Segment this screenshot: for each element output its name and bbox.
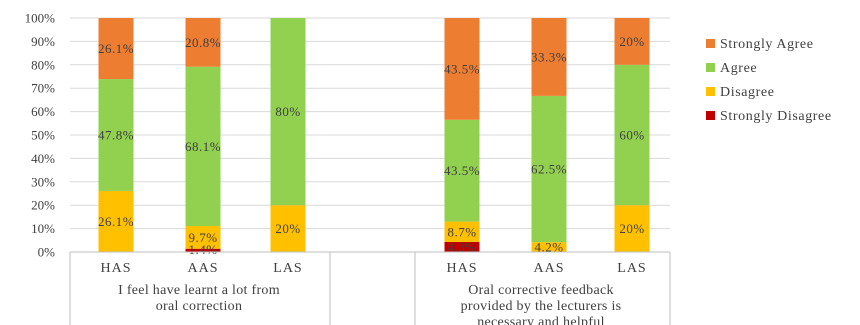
- bar-segment: [270, 18, 306, 206]
- data-label: 26.1%: [98, 41, 134, 56]
- data-label: 26.1%: [98, 214, 134, 229]
- bar-segment: [531, 242, 567, 252]
- data-label: 1.4%: [188, 242, 217, 257]
- data-label: 43.5%: [444, 61, 480, 76]
- bar-segment: [270, 205, 306, 252]
- data-label: 47.8%: [98, 128, 134, 143]
- data-label: 20%: [619, 34, 644, 49]
- legend-swatch: [706, 111, 715, 120]
- legend-label: Agree: [720, 61, 757, 76]
- data-label: 33.3%: [531, 49, 567, 64]
- bar-segment: [185, 248, 221, 252]
- bar-segment: [98, 79, 134, 191]
- category-label: AAS: [187, 261, 218, 276]
- data-label: 43.5%: [444, 163, 480, 178]
- data-label: 8.7%: [447, 224, 476, 239]
- group-label: necessary and helpful: [477, 315, 605, 325]
- y-tick-label: 20%: [31, 198, 55, 213]
- bar-segment: [185, 18, 221, 67]
- bar-segment: [444, 18, 480, 120]
- bar-segment: [531, 95, 567, 243]
- y-tick-label: 0%: [38, 245, 56, 260]
- bar-segment: [444, 241, 480, 252]
- bar-segment: [98, 190, 134, 252]
- y-tick-label: 100%: [25, 11, 56, 26]
- bar-segment: [444, 221, 480, 242]
- data-label: 20%: [275, 221, 300, 236]
- data-label: 20.8%: [185, 35, 221, 50]
- y-tick-label: 30%: [31, 174, 55, 189]
- legend-swatch: [706, 87, 715, 96]
- group-label: oral correction: [156, 299, 243, 314]
- y-tick-label: 60%: [31, 104, 55, 119]
- y-tick-label: 50%: [31, 128, 55, 143]
- bar-segment: [614, 18, 650, 65]
- bar-segment: [531, 18, 567, 96]
- bar-segment: [614, 205, 650, 252]
- category-label: LAS: [617, 261, 646, 276]
- group-label: I feel have learnt a lot from: [118, 283, 280, 298]
- bar-segment: [444, 119, 480, 222]
- y-tick-label: 90%: [31, 34, 55, 49]
- y-tick-label: 70%: [31, 81, 55, 96]
- data-label: 20%: [619, 221, 644, 236]
- group-label: Oral corrective feedback: [468, 283, 614, 298]
- bar-segment: [185, 226, 221, 249]
- legend-label: Strongly Disagree: [720, 109, 832, 124]
- bar-segment: [614, 64, 650, 206]
- data-label: 60%: [619, 128, 644, 143]
- y-tick-label: 40%: [31, 151, 55, 166]
- y-tick-label: 10%: [31, 221, 55, 236]
- category-label: LAS: [273, 261, 302, 276]
- data-label: 62.5%: [531, 162, 567, 177]
- category-label: HAS: [100, 261, 131, 276]
- legend-swatch: [706, 63, 715, 72]
- legend-label: Strongly Agree: [720, 37, 814, 52]
- data-label: 68.1%: [185, 139, 221, 154]
- data-label: 80%: [275, 104, 300, 119]
- data-label: 9.7%: [188, 230, 217, 245]
- category-label: HAS: [446, 261, 477, 276]
- bar-segment: [98, 18, 134, 80]
- bar-segment: [185, 66, 221, 227]
- legend-label: Disagree: [720, 85, 775, 100]
- y-tick-label: 80%: [31, 57, 55, 72]
- category-label: AAS: [533, 261, 564, 276]
- data-label: 4.2%: [534, 240, 563, 255]
- group-label: provided by the lecturers is: [461, 299, 622, 314]
- legend-swatch: [706, 39, 715, 48]
- data-label: 4.3%: [447, 239, 476, 254]
